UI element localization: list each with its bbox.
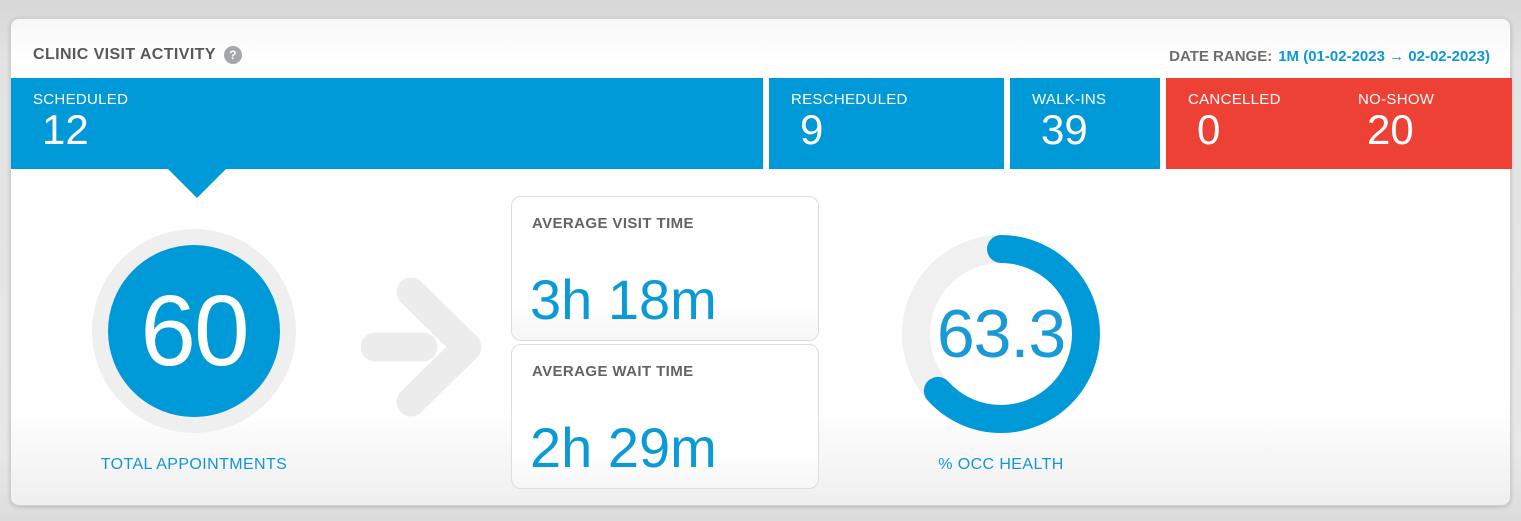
segment-value: 9	[800, 106, 824, 153]
donut-progress-arc	[902, 235, 1100, 433]
average-wait-time-card: AVERAGE WAIT TIME 2h 29m	[511, 344, 819, 489]
panel-title: CLINIC VISIT ACTIVITY	[33, 46, 216, 63]
segment-value: 0	[1197, 106, 1221, 153]
occ-health-donut: 63.3	[901, 234, 1101, 434]
help-icon[interactable]: ?	[223, 46, 242, 64]
total-appointments-label: TOTAL APPOINTMENTS	[100, 456, 288, 473]
occ-health-label: % OCC HEALTH	[938, 456, 1064, 473]
occ-health-value: 63.3	[936, 296, 1066, 372]
stat-segment-rescheduled: RESCHEDULED 9	[769, 78, 1004, 169]
average-wait-time-label: AVERAGE WAIT TIME	[532, 363, 694, 380]
clinic-visit-activity-panel: CLINIC VISIT ACTIVITY ? DATE RANGE: 1M (…	[10, 18, 1512, 506]
stat-segment-walkins: WALK-INS 39	[1010, 78, 1160, 169]
average-wait-time-value: 2h 29m	[530, 416, 717, 479]
arrow-right-icon	[360, 272, 501, 427]
segment-value: 20	[1367, 106, 1414, 153]
segment-label: NO-SHOW	[1358, 91, 1435, 108]
segment-label: CANCELLED	[1188, 91, 1281, 108]
date-range: DATE RANGE: 1M (01-02-2023 → 02-02-2023)	[1169, 48, 1490, 65]
segment-value: 39	[1041, 106, 1088, 153]
panel-header: CLINIC VISIT ACTIVITY ?	[33, 46, 242, 64]
segment-label: WALK-INS	[1032, 91, 1107, 108]
total-appointments-value: 60	[140, 275, 249, 387]
average-visit-time-value: 3h 18m	[530, 268, 717, 331]
stat-segment-cancelled: CANCELLED 0	[1188, 91, 1281, 152]
average-visit-time-label: AVERAGE VISIT TIME	[532, 215, 694, 232]
date-range-value[interactable]: 1M (01-02-2023 → 02-02-2023)	[1278, 48, 1490, 65]
total-appointments-circle: 60	[92, 229, 296, 433]
pointer-triangle-icon	[168, 169, 226, 198]
date-range-label: DATE RANGE:	[1169, 48, 1273, 65]
stat-bar: SCHEDULED 12 RESCHEDULED 9 WALK-INS 39 C…	[11, 78, 1512, 169]
segment-value: 12	[42, 106, 89, 153]
stat-segment-scheduled: SCHEDULED 12	[11, 78, 763, 169]
stat-segment-cancelled-noshow: CANCELLED 0 NO-SHOW 20	[1166, 78, 1512, 169]
segment-label: SCHEDULED	[33, 91, 129, 108]
average-visit-time-card: AVERAGE VISIT TIME 3h 18m	[511, 196, 819, 341]
segment-label: RESCHEDULED	[791, 91, 908, 108]
stat-segment-noshow: NO-SHOW 20	[1358, 91, 1434, 152]
